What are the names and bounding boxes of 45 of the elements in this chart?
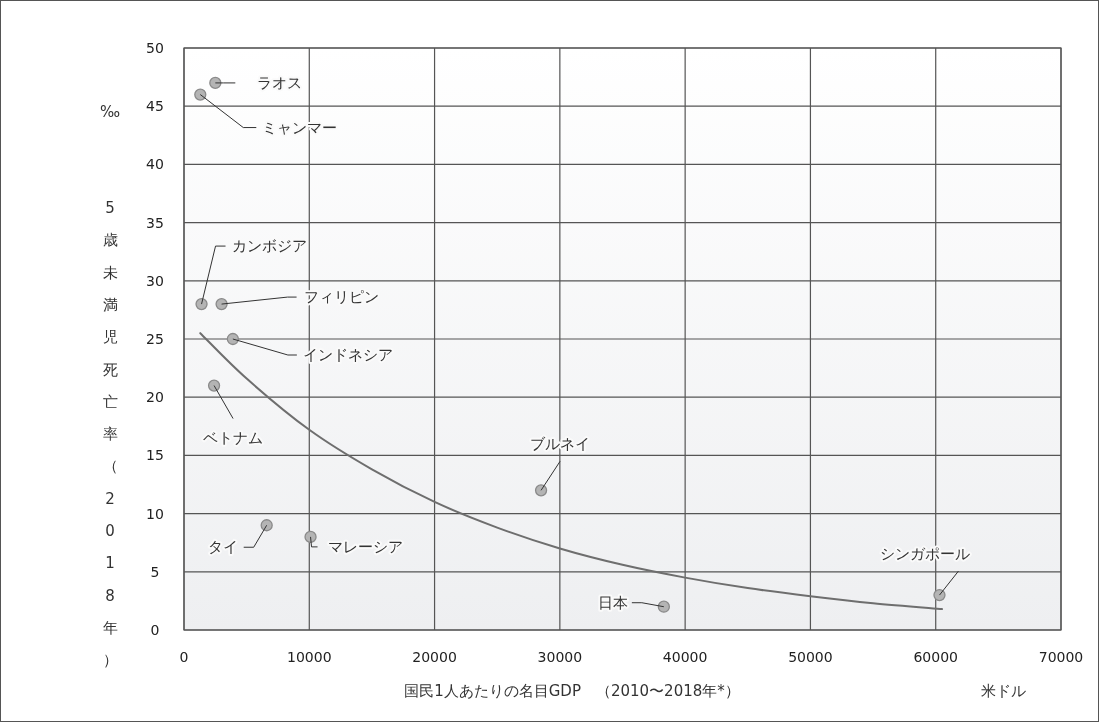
y-tick-label: 0 xyxy=(150,622,160,638)
annotation: ベトナム xyxy=(203,428,264,447)
annotation: タイ xyxy=(207,538,238,557)
annotation: カンボジア xyxy=(231,237,307,256)
point xyxy=(657,600,670,613)
annotation: ラオス xyxy=(214,73,303,92)
y-tick-label: 50 xyxy=(146,40,164,56)
x-tick-label: 30000 xyxy=(537,649,583,665)
point xyxy=(207,379,221,392)
annotation: マレーシア xyxy=(327,537,403,556)
y-tick-label: 45 xyxy=(146,98,164,115)
annotation: タイ xyxy=(207,524,268,557)
x-tick-label: 60000 xyxy=(913,649,958,665)
y-tick-label: 5 xyxy=(150,563,160,580)
ylabel: 5歳未満児死亡率（2018年） xyxy=(102,199,118,670)
x-tick-label: 50000 xyxy=(788,649,833,665)
line-series xyxy=(199,332,943,611)
point xyxy=(215,297,228,311)
y-tick-label: 25 xyxy=(146,331,164,347)
x-axis-title: 国民1人あたりの名目GDP （2010〜2018年*） xyxy=(404,682,740,700)
point xyxy=(260,519,273,532)
x-tick-label: 70000 xyxy=(1038,649,1084,665)
point xyxy=(304,530,317,544)
point xyxy=(933,588,946,602)
y-tick-label: 20 xyxy=(146,389,164,406)
y-tick-label: 10 xyxy=(146,505,164,522)
text: 米ドル xyxy=(980,682,1026,700)
annotation: ラオス xyxy=(257,73,303,92)
annotation: マレーシア xyxy=(310,536,403,556)
y-tick-label: 35 xyxy=(146,214,164,231)
point xyxy=(226,332,240,346)
point xyxy=(534,484,548,497)
y-tick-label: 40 xyxy=(146,156,164,173)
y-tick-label: 15 xyxy=(146,447,164,464)
x-tick-label: 10000 xyxy=(287,649,332,665)
text: ‰ xyxy=(99,103,121,121)
annotation: ベトナム xyxy=(203,385,264,447)
y-tick-label: 30 xyxy=(146,272,164,289)
point xyxy=(195,297,208,311)
annotation: 日本 xyxy=(597,593,628,612)
point xyxy=(194,88,207,101)
annotation: 日本 xyxy=(597,593,665,612)
x-tick-label: 0 xyxy=(179,649,189,665)
x-tick-label: 20000 xyxy=(412,649,457,665)
x-tick-label: 40000 xyxy=(662,649,708,665)
